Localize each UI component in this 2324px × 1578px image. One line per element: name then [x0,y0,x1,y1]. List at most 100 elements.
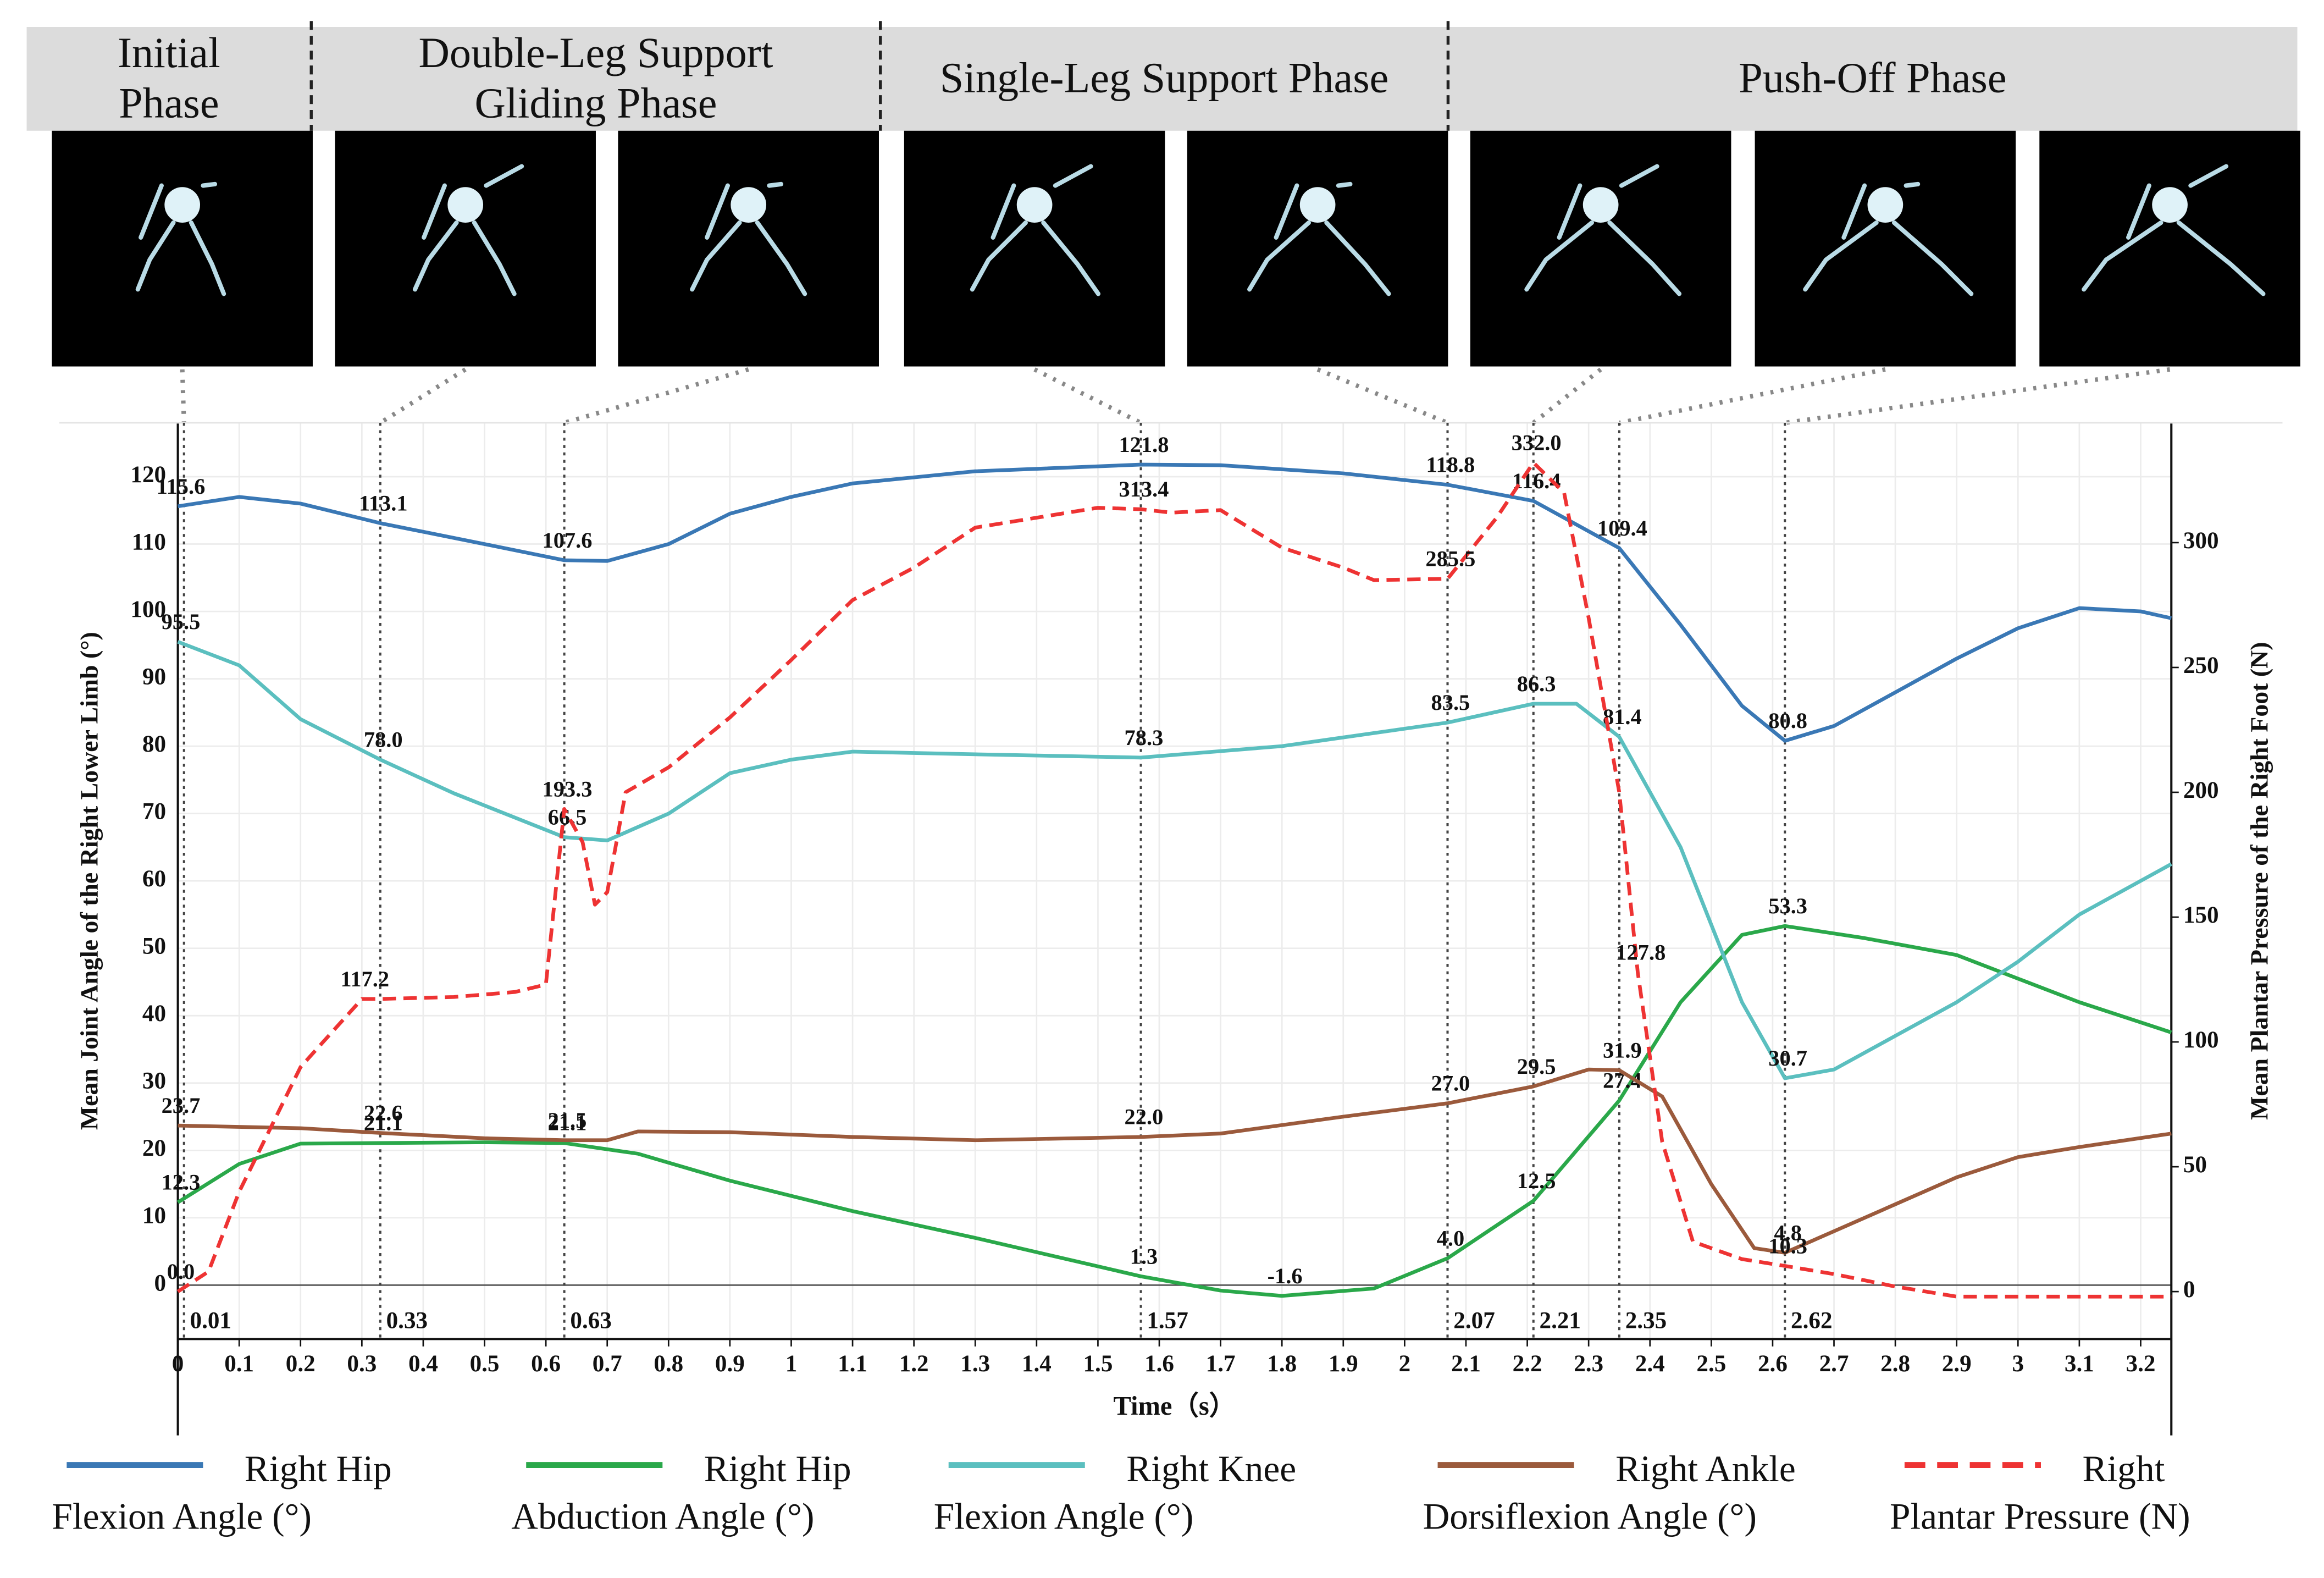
skeleton-torso [2152,187,2188,223]
legend-entry-box: Right Plantar Pressure (N) [1890,1450,2190,1538]
x-tick-label: 1.2 [899,1351,929,1377]
data-label: 81.4 [1603,704,1642,729]
x-tick-label: 2.9 [1942,1351,1972,1377]
frame-image [52,130,313,367]
y-tick-label: 30 [142,1068,166,1094]
data-label: 12.3 [162,1170,201,1195]
time-marker-label: 1.57 [1147,1308,1188,1334]
skeleton-figure [1524,164,1682,296]
time-marker-label: 2.07 [1453,1308,1495,1334]
x-tick-label: 0.3 [347,1351,377,1377]
data-label: 22.0 [1125,1105,1164,1129]
phase-title-box: Initial Phase [117,30,220,128]
x-tick-label: 3.2 [2126,1351,2156,1377]
legend-entry-box: Right Ankle Dorsiflexion Angle (°) [1423,1450,1796,1538]
time-marker-label: 0.33 [386,1308,428,1334]
data-label: 12.5 [1517,1168,1556,1193]
legend-entry-box: Right Knee Flexion Angle (°) [933,1450,1297,1538]
frame-image [618,130,879,367]
y-tick-label: 0 [154,1270,166,1296]
phase-title: Push-Off Phase [1739,55,2007,103]
skeleton-figure [970,164,1101,296]
data-label: 31.9 [1603,1038,1642,1062]
x-tick-label: 1 [785,1351,798,1377]
x-tick-label: 3.1 [2065,1351,2094,1377]
phase-title: Initial Phase [117,30,220,128]
legend-entry: Right Ankle Dorsiflexion Angle (°) [1423,1450,1796,1538]
x-tick-label: 0.9 [715,1351,745,1377]
phase-title: Single-Leg Support Phase [939,55,1389,103]
x-tick-label: 1.6 [1144,1351,1174,1377]
phase-title-box: Single-Leg Support Phase [939,55,1389,103]
data-label: 1.3 [1130,1244,1158,1268]
x-tick-label: 1.9 [1329,1351,1358,1377]
data-label: 193.3 [542,776,592,801]
skeleton-torso [1299,187,1336,223]
y-tick-label: 100 [130,597,166,622]
y2-tick-label: 200 [2183,777,2219,803]
x-tick-label: 1.3 [960,1351,990,1377]
data-label: -1.6 [1268,1263,1303,1288]
skeleton-limbs [135,181,226,296]
y-tick-label: 80 [142,731,166,757]
data-label: 83.5 [1431,690,1470,715]
x-tick-label: 1.5 [1083,1351,1113,1377]
skeleton-limbs [970,164,1101,296]
frame-image [1187,130,1448,367]
legend-entry: Right Hip Abduction Angle (°) [511,1450,851,1538]
skeleton-limbs [690,181,807,296]
x-tick-label: 1.7 [1206,1351,1236,1377]
y-axis-title: Mean Joint Angle of the Right Lower Limb… [75,632,103,1130]
data-label: 86.3 [1517,671,1556,696]
y-tick-label: 90 [142,664,166,689]
skeleton-figure [135,181,226,296]
y-tick-label: 70 [142,799,166,825]
data-label: 66.5 [548,804,587,829]
time-marker-label: 2.21 [1540,1308,1581,1334]
data-label: 4.0 [1437,1226,1465,1250]
data-label: 22.6 [364,1100,403,1125]
frame-connector [1033,367,1142,425]
x-tick-label: 0.4 [408,1351,438,1377]
data-label: 78.3 [1125,725,1164,750]
x-tick-label: 2.7 [1819,1351,1849,1377]
data-label: 107.6 [542,528,592,553]
y2-tick-label: 100 [2183,1027,2219,1053]
series-line [176,461,2172,1299]
y-tick-label: 20 [142,1135,166,1161]
frame-image [335,130,596,367]
legend-entry-box: Right Hip Abduction Angle (°) [511,1450,851,1538]
legend-entry: Right Hip Flexion Angle (°) [52,1450,392,1538]
data-label: 21.5 [548,1108,587,1133]
skeleton-torso [1016,187,1053,223]
skeleton-limbs [1803,181,1974,296]
time-marker-label: 0.63 [570,1308,611,1334]
x-tick-label: 2.8 [1880,1351,1910,1377]
skeleton-torso [164,187,201,223]
data-label: 53.3 [1768,893,1807,918]
skeleton-limbs [1247,181,1391,296]
y2-axis-title: Mean Plantar Pressure of the Right Foot … [2245,642,2273,1120]
data-label: 4.8 [1774,1220,1802,1245]
frame-connector [1619,367,1886,425]
series-line [178,462,2172,743]
x-tick-label: 1.8 [1267,1351,1297,1377]
x-axis-title: Time（s） [1114,1391,1236,1421]
data-label: 0.0 [167,1259,195,1284]
data-label: 78.0 [364,727,403,752]
skeleton-figure [1803,181,1974,296]
x-tick-label: 2.4 [1635,1351,1665,1377]
skeleton-figure [2082,164,2266,296]
x-tick-label: 2.5 [1696,1351,1726,1377]
frame-connector [1532,367,1602,425]
data-label: 113.1 [359,490,408,515]
data-label: 10.3 [1768,1233,1807,1258]
data-label: 127.8 [1615,940,1665,965]
y-tick-label: 50 [142,934,166,959]
legend-entry: Right Knee Flexion Angle (°) [933,1450,1297,1538]
x-tick-label: 0.6 [531,1351,561,1377]
time-marker-label: 2.62 [1791,1308,1832,1334]
x-tick-label: 0.1 [224,1351,254,1377]
data-label: 27.0 [1431,1071,1470,1095]
data-label: 285.5 [1425,547,1475,571]
